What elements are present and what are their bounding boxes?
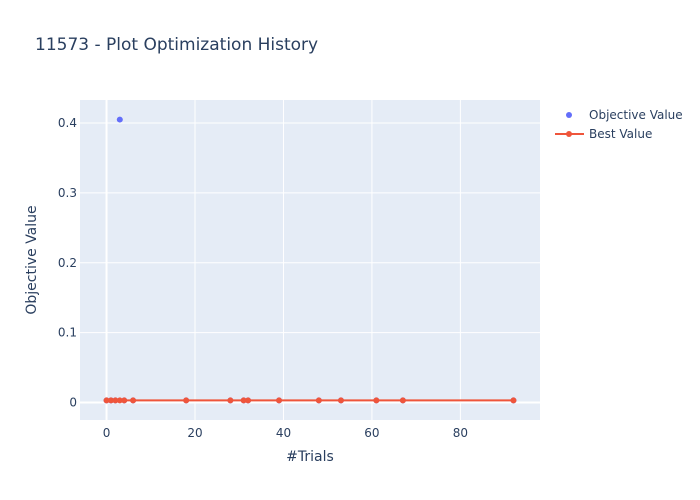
legend-objective-marker xyxy=(566,112,572,118)
best-value-point xyxy=(130,397,137,404)
x-tick-label: 40 xyxy=(276,426,291,440)
plot-area xyxy=(80,100,540,420)
legend-best-marker xyxy=(566,131,572,137)
x-tick-label: 20 xyxy=(187,426,202,440)
best-value-point xyxy=(337,397,344,404)
x-axis-title: #Trials xyxy=(286,449,334,465)
best-value-point xyxy=(315,397,322,404)
legend-item-best-value[interactable]: Best Value xyxy=(555,127,652,141)
y-tick-label: 0.3 xyxy=(58,186,77,200)
y-tick-label: 0.1 xyxy=(58,326,77,340)
best-value-point xyxy=(121,397,128,404)
x-tick-label: 0 xyxy=(103,426,111,440)
legend[interactable]: Objective Value Best Value xyxy=(555,108,683,141)
grid-lines xyxy=(80,100,540,420)
chart-title: 11573 - Plot Optimization History xyxy=(35,35,318,55)
x-tick-label: 80 xyxy=(453,426,468,440)
best-value-point xyxy=(183,397,190,404)
best-value-point xyxy=(112,397,119,404)
y-tick-label: 0.2 xyxy=(58,256,77,270)
best-value-point xyxy=(116,397,123,404)
legend-objective-label: Objective Value xyxy=(589,108,683,122)
legend-best-label: Best Value xyxy=(589,127,652,141)
legend-item-objective-value[interactable]: Objective Value xyxy=(566,108,683,122)
x-tick-label: 60 xyxy=(364,426,379,440)
best-value-point xyxy=(107,397,114,404)
best-value-point xyxy=(240,397,247,404)
best-value-point xyxy=(227,397,234,404)
objective-value-point xyxy=(116,116,123,123)
y-tick-label: 0 xyxy=(69,396,77,410)
best-value-point xyxy=(399,397,406,404)
best-value-point xyxy=(103,397,110,404)
axis-ticks: 0 20 40 60 80 0 0.1 0.2 0.3 0.4 xyxy=(58,116,468,440)
y-axis-title: Objective Value xyxy=(24,205,40,314)
y-tick-label: 0.4 xyxy=(58,116,77,130)
best-value-point xyxy=(276,397,283,404)
best-value-point xyxy=(373,397,380,404)
best-value-point xyxy=(510,397,517,404)
data-series xyxy=(103,116,517,404)
best-value-point xyxy=(245,397,252,404)
